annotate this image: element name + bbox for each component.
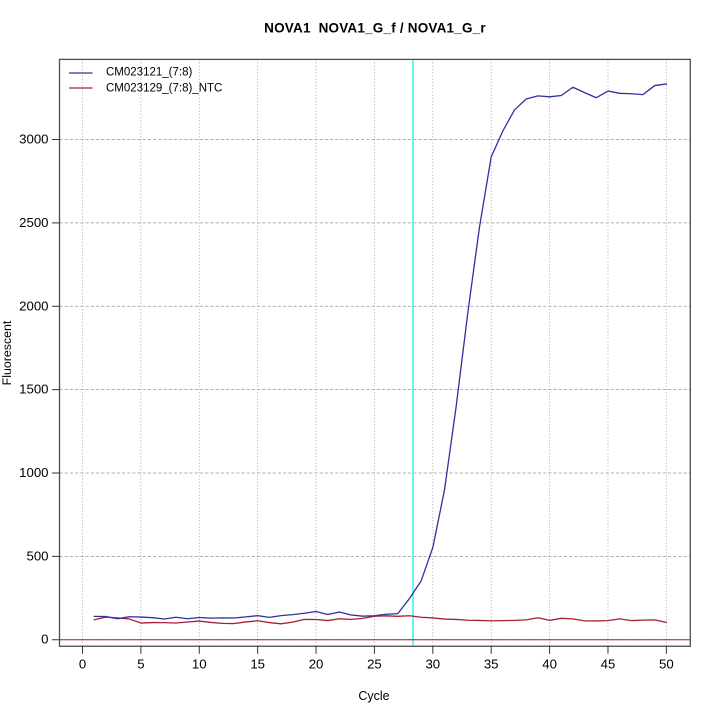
svg-text:2000: 2000: [19, 298, 48, 313]
svg-text:NOVA1 NOVA1_G_f / NOVA1_G_r: NOVA1 NOVA1_G_f / NOVA1_G_r: [264, 21, 486, 36]
svg-text:1500: 1500: [19, 382, 48, 397]
svg-text:2500: 2500: [19, 215, 48, 230]
svg-text:0: 0: [79, 656, 86, 671]
svg-text:5: 5: [137, 656, 144, 671]
svg-text:CM023129_(7:8)_NTC: CM023129_(7:8)_NTC: [106, 83, 222, 95]
svg-text:30: 30: [425, 656, 440, 671]
svg-text:40: 40: [542, 656, 557, 671]
svg-text:50: 50: [659, 656, 674, 671]
svg-text:35: 35: [484, 656, 499, 671]
svg-text:0: 0: [41, 632, 48, 647]
svg-text:1000: 1000: [19, 465, 48, 480]
svg-text:15: 15: [250, 656, 265, 671]
svg-text:500: 500: [26, 548, 48, 563]
svg-text:Fluorescent: Fluorescent: [0, 320, 14, 385]
svg-text:10: 10: [192, 656, 207, 671]
svg-text:Cycle: Cycle: [358, 689, 389, 703]
svg-text:20: 20: [309, 656, 324, 671]
svg-text:25: 25: [367, 656, 382, 671]
svg-text:45: 45: [601, 656, 616, 671]
svg-text:3000: 3000: [19, 132, 48, 147]
svg-text:CM023121_(7:8): CM023121_(7:8): [106, 67, 192, 79]
